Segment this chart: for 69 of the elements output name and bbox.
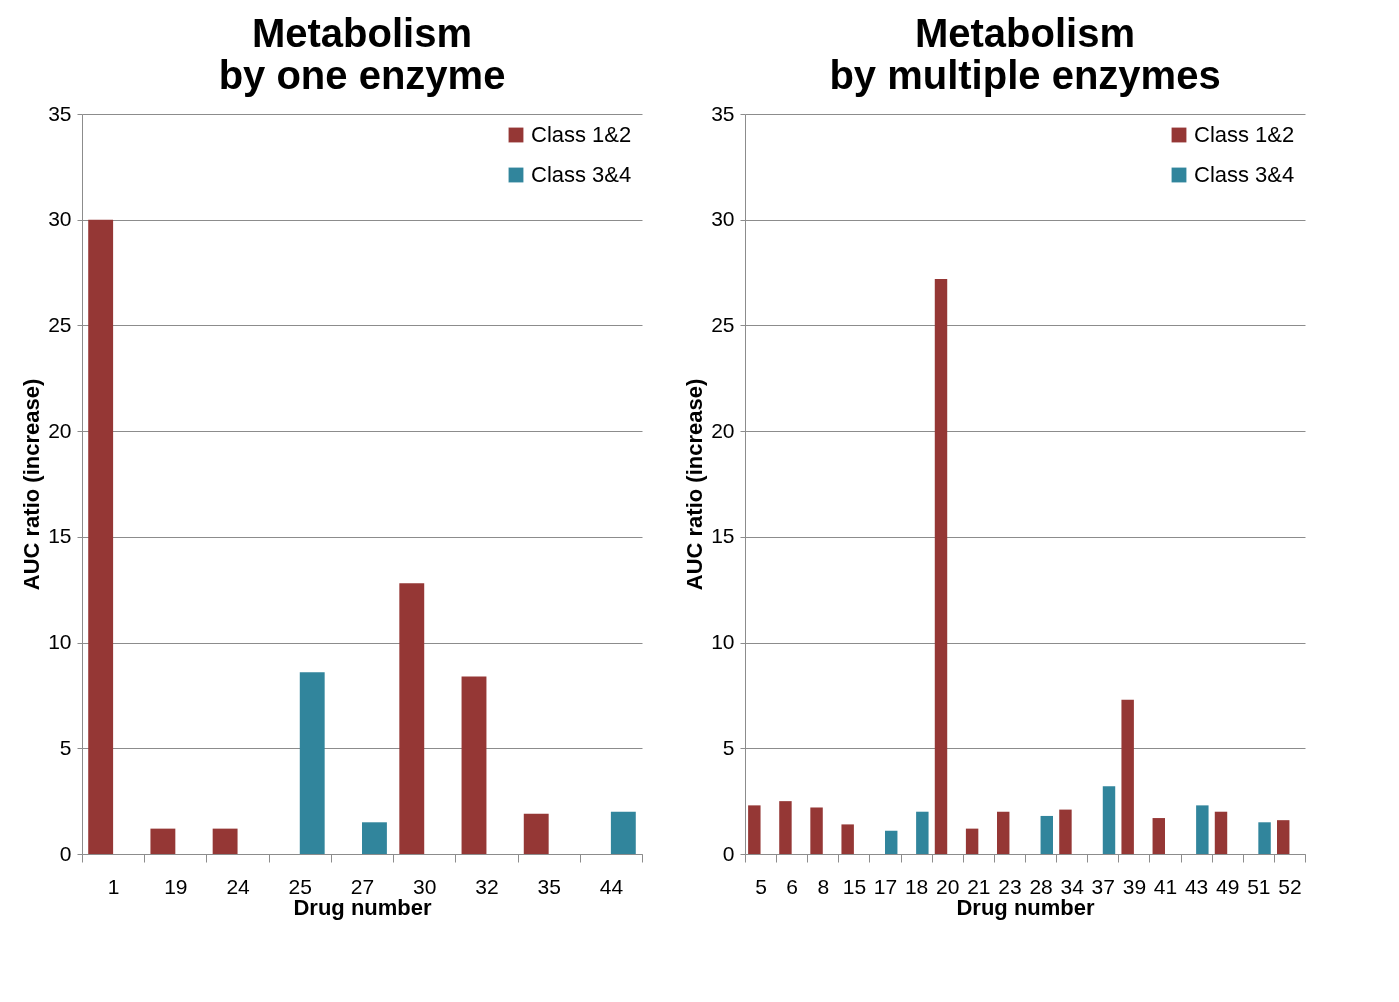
x-tick-label: 51 (1247, 874, 1271, 898)
bar (362, 822, 387, 854)
bar (610, 811, 636, 854)
x-tick-label: 41 (1153, 874, 1178, 898)
bar (523, 813, 549, 854)
bar (1214, 811, 1228, 854)
x-tick-label: 52 (1278, 874, 1302, 898)
x-tick-label: 24 (226, 874, 251, 898)
y-tick-label: 5 (722, 735, 735, 759)
bar (965, 828, 979, 854)
y-tick-label: 20 (711, 418, 735, 442)
bar (150, 828, 176, 854)
y-axis-title: AUC ratio (increase) (682, 378, 708, 591)
bar (1040, 815, 1053, 854)
bar (748, 805, 761, 854)
chart-title: Metabolism by multiple enzymes (829, 11, 1221, 97)
x-tick-label: 35 (537, 874, 561, 898)
y-axis-title: AUC ratio (increase) (19, 378, 45, 591)
y-tick-label: 15 (711, 524, 735, 548)
bar (1152, 818, 1165, 854)
bar (934, 278, 948, 854)
x-tick-label: 44 (599, 874, 624, 898)
bar (1121, 699, 1134, 854)
y-tick-label: 0 (722, 841, 735, 865)
bar (88, 219, 114, 854)
legend-label: Class 3&4 (1194, 162, 1295, 187)
y-tick-label: 30 (711, 207, 735, 231)
bar (885, 830, 898, 854)
x-tick-label: 5 (755, 874, 767, 898)
y-tick-label: 35 (48, 101, 72, 125)
y-tick-label: 25 (48, 312, 72, 336)
bar (212, 828, 238, 854)
x-tick-label: 1 (107, 874, 120, 898)
y-tick-label: 25 (711, 312, 735, 336)
legend-label: Class 1&2 (531, 122, 632, 147)
y-tick-label: 20 (48, 418, 72, 442)
bar (810, 807, 823, 854)
y-tick-label: 5 (59, 735, 72, 759)
bar (916, 811, 929, 854)
bar (299, 672, 325, 854)
x-tick-label: 6 (786, 874, 799, 898)
y-tick-label: 10 (48, 630, 72, 654)
x-tick-label: 18 (904, 874, 929, 898)
y-tick-label: 35 (711, 101, 735, 125)
bar (841, 824, 854, 854)
bar (779, 801, 792, 854)
x-tick-label: 15 (842, 874, 867, 898)
x-tick-label: 39 (1122, 874, 1147, 898)
bar (1196, 805, 1209, 854)
y-tick-label: 15 (48, 524, 72, 548)
y-tick-label: 10 (711, 630, 735, 654)
x-tick-label: 32 (475, 874, 499, 898)
y-tick-label: 0 (59, 841, 72, 865)
bar (1059, 809, 1072, 854)
x-tick-label: 19 (164, 874, 188, 898)
legend-label: Class 1&2 (1194, 122, 1295, 147)
bar (997, 811, 1010, 854)
bar (399, 583, 425, 854)
x-tick-label: 17 (873, 874, 898, 898)
y-tick-label: 30 (48, 207, 72, 231)
x-tick-label: 43 (1184, 874, 1209, 898)
chart-title: Metabolism by one enzyme (218, 11, 506, 97)
bar (1102, 786, 1116, 854)
bar (1258, 822, 1271, 854)
x-tick-label: 8 (817, 874, 830, 898)
bar (461, 676, 487, 854)
legend-label: Class 3&4 (531, 162, 632, 187)
x-tick-label: 49 (1216, 874, 1240, 898)
bar (1277, 820, 1290, 854)
